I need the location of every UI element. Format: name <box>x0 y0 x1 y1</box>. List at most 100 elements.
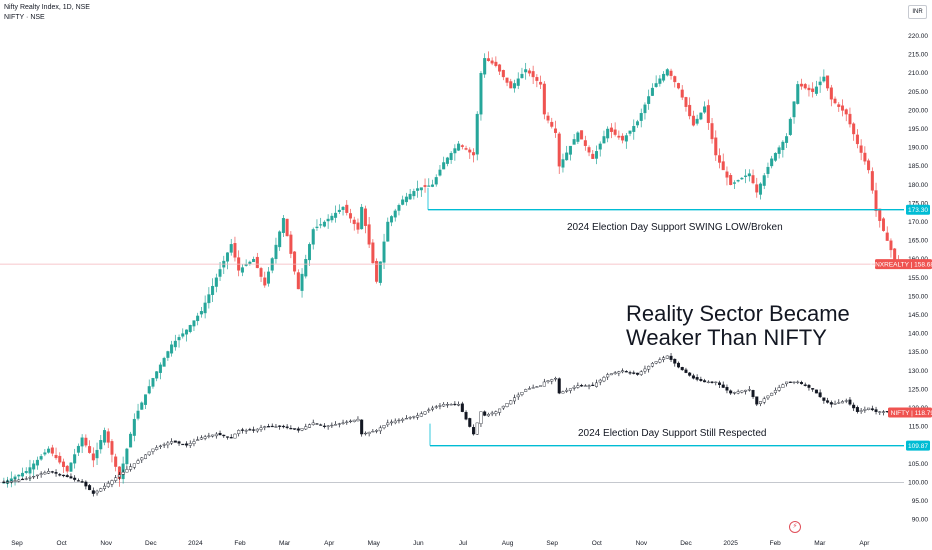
candle-body <box>76 445 80 453</box>
candle-body <box>844 109 848 115</box>
candle-body <box>609 373 613 376</box>
candle-body <box>598 379 602 383</box>
candle-body <box>266 426 271 428</box>
candle-body <box>188 443 192 446</box>
candle-body <box>125 448 129 465</box>
candle-body <box>803 84 807 89</box>
candle-body <box>464 411 468 420</box>
candle-body <box>24 478 28 480</box>
candle-body <box>721 161 725 171</box>
candle-body <box>416 415 420 418</box>
candle-body <box>278 231 282 248</box>
y-tick-label: 150.00 <box>908 293 928 300</box>
candle-body <box>829 402 833 405</box>
y-tick-label: 130.00 <box>908 368 928 375</box>
candle-body <box>173 340 177 348</box>
candle-body <box>591 153 595 159</box>
candle-body <box>24 471 28 474</box>
candle-body <box>512 83 517 89</box>
candle-body <box>248 429 252 431</box>
candle-body <box>684 97 688 107</box>
candle-body <box>281 425 285 428</box>
candle-body <box>233 433 237 439</box>
candle-body <box>583 385 587 387</box>
support-price-badge <box>906 204 930 215</box>
candle-body <box>225 252 230 262</box>
candle-body <box>371 431 375 433</box>
candle-body <box>803 384 807 386</box>
candle-body <box>527 388 531 390</box>
candle-body <box>140 402 144 410</box>
candle-body <box>594 382 599 387</box>
candle-body <box>792 101 796 118</box>
candle-body <box>594 151 599 159</box>
candle-body <box>143 454 148 459</box>
candle-body <box>196 439 200 441</box>
candle-body <box>673 76 677 83</box>
candle-body <box>613 129 617 135</box>
support-price-badge <box>906 440 930 451</box>
candle-body <box>445 404 449 406</box>
x-tick-label: Nov <box>636 540 648 547</box>
candle-body <box>881 411 886 413</box>
candle-body <box>486 58 490 62</box>
candle-body <box>334 424 338 426</box>
candle-body <box>412 416 416 418</box>
candle-body <box>17 479 21 482</box>
candle-body <box>438 405 442 407</box>
candle-body <box>304 426 308 430</box>
candle-body <box>322 425 326 427</box>
x-tick-label: Jun <box>413 540 424 547</box>
candle-body <box>531 71 535 78</box>
candle-body <box>717 155 722 163</box>
lightning-icon[interactable]: ⚡ <box>789 521 801 533</box>
candle-body <box>375 430 379 432</box>
candle-body <box>680 367 684 371</box>
candle-body <box>229 437 233 439</box>
candle-body <box>382 425 386 429</box>
candle-body <box>73 477 77 480</box>
candle-body <box>542 381 546 387</box>
candle-body <box>248 261 252 265</box>
candle-body <box>550 121 554 127</box>
cnxrealty-price-badge <box>875 259 932 270</box>
candle-body <box>471 427 476 435</box>
candle-body <box>102 485 107 489</box>
candle-body <box>61 461 66 467</box>
candle-body <box>386 221 390 242</box>
candle-body <box>99 440 103 450</box>
candle-body <box>348 420 353 423</box>
candle-body <box>170 441 174 444</box>
candle-body <box>475 113 479 155</box>
candle-body <box>818 81 822 86</box>
support-price-label: 109.87 <box>908 443 928 450</box>
candle-body <box>50 447 54 454</box>
candle-body <box>725 171 729 178</box>
candle-body <box>658 78 662 84</box>
candle-body <box>170 344 174 354</box>
candle-body <box>412 191 416 197</box>
candle-body <box>378 427 382 432</box>
candle-body <box>54 472 58 474</box>
cnxrealty-price-label: CNXREALTY | 158.68 <box>870 262 932 269</box>
candle-body <box>695 118 699 124</box>
candle-body <box>676 362 681 368</box>
candle-body <box>334 212 338 218</box>
candle-body <box>132 463 136 468</box>
candle-body <box>598 143 602 150</box>
candle-body <box>404 196 408 203</box>
candle-body <box>621 370 625 373</box>
candle-body <box>602 377 606 382</box>
y-tick-label: 180.00 <box>908 182 928 189</box>
candle-body <box>69 476 73 479</box>
candle-body <box>535 77 539 81</box>
candle-body <box>501 69 505 78</box>
candle-body <box>732 182 736 184</box>
currency-button[interactable]: INR <box>908 5 927 19</box>
candle-body <box>893 248 897 260</box>
candle-body <box>505 77 509 83</box>
candle-body <box>222 434 226 437</box>
candle-body <box>266 271 271 284</box>
candle-body <box>367 224 371 245</box>
